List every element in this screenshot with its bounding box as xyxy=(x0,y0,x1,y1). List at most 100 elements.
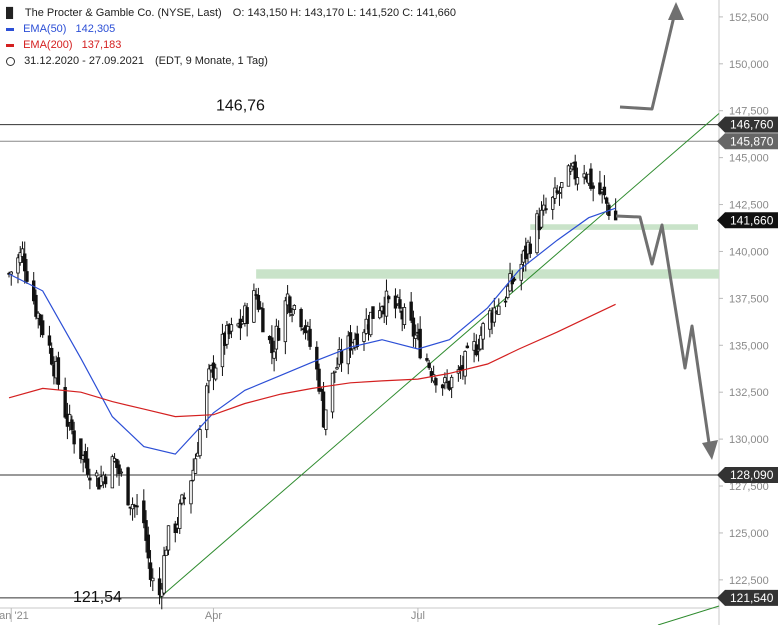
legend-ema200[interactable]: EMA(200) 137,183 xyxy=(6,38,121,52)
legend-range: 31.12.2020 - 27.09.2021 (EDT, 9 Monate, … xyxy=(6,54,268,68)
candle-body xyxy=(229,324,234,332)
candle-body xyxy=(479,334,483,350)
ema200-value: 137,183 xyxy=(81,39,122,51)
y-tick-label: 132,500 xyxy=(729,387,769,399)
candle-body xyxy=(557,192,562,194)
y-tick-label: 145,000 xyxy=(729,153,769,165)
candle-body xyxy=(49,347,54,365)
candle-body xyxy=(551,196,555,210)
level-badge: 128,090 xyxy=(730,468,774,482)
candle-body xyxy=(598,182,602,195)
candle-body xyxy=(575,177,580,185)
candle-body xyxy=(362,331,366,342)
support-zones xyxy=(256,224,719,279)
secondary-trend-line xyxy=(657,605,720,625)
candle-body xyxy=(151,577,155,582)
candle-body xyxy=(270,337,274,354)
candle-body xyxy=(142,500,146,524)
candle-body xyxy=(79,438,83,460)
candle-body xyxy=(198,429,202,457)
candle-body xyxy=(560,182,564,189)
bearish-scenario-arrow xyxy=(615,214,712,451)
price-candles xyxy=(7,154,618,610)
candle-body xyxy=(34,294,38,317)
level-badge: 146,760 xyxy=(730,118,774,132)
ema50-swatch xyxy=(6,27,14,31)
candle-body xyxy=(465,345,470,349)
candle-body xyxy=(418,328,422,359)
candle-body xyxy=(25,271,29,282)
support-zone-upper xyxy=(256,269,719,279)
legend-ema50[interactable]: EMA(50) 142,305 xyxy=(6,22,115,36)
candle-body xyxy=(413,334,418,339)
ema50-value: 142,305 xyxy=(75,23,116,35)
candle-body xyxy=(189,480,193,505)
candle-body xyxy=(411,317,416,337)
candle-body xyxy=(449,376,454,389)
y-tick-label: 152,500 xyxy=(729,12,769,24)
candle-body xyxy=(330,372,335,413)
candle-body xyxy=(387,296,391,300)
price-badges: 146,760 145,870 128,090 121,540 141,660 xyxy=(717,116,778,606)
candle-body xyxy=(544,208,548,211)
ema200-swatch xyxy=(6,43,14,47)
candle-body xyxy=(276,327,281,341)
candle-body xyxy=(317,368,321,392)
candle-body xyxy=(333,370,337,373)
candle-body xyxy=(117,464,121,475)
y-tick-label: 137,500 xyxy=(729,293,769,305)
candle-body xyxy=(553,187,557,199)
x-tick-label: Jul xyxy=(411,610,425,622)
ema200-line xyxy=(8,303,616,418)
candle-body xyxy=(398,299,402,309)
candle-body xyxy=(425,358,429,361)
candle-body xyxy=(193,458,198,474)
candle-body xyxy=(70,419,74,431)
candle-body xyxy=(148,562,153,580)
candle-body xyxy=(94,472,99,477)
candle-body xyxy=(83,451,88,463)
candle-body xyxy=(339,350,344,364)
y-tick-label: 150,000 xyxy=(729,59,769,71)
candle-body xyxy=(402,307,407,326)
candle-body xyxy=(272,351,276,359)
candle-body xyxy=(56,357,61,385)
candle-body xyxy=(47,335,52,346)
bullish-arrowhead xyxy=(668,2,684,20)
last-price-badge-bg xyxy=(717,212,778,229)
candle-body xyxy=(258,307,263,310)
x-tick-label: Apr xyxy=(205,610,222,622)
candle-body xyxy=(207,368,211,382)
x-axis-ticks: Jan '21 Apr Jul xyxy=(0,608,425,622)
candle-body xyxy=(528,243,532,254)
clock-icon xyxy=(6,56,15,66)
candle-body xyxy=(115,458,119,468)
candle-body xyxy=(63,386,67,418)
ema50-label: EMA(50) xyxy=(23,23,67,35)
candle-body xyxy=(283,300,288,343)
candle-body xyxy=(443,377,447,384)
forecast-arrows xyxy=(615,2,718,460)
candle-body xyxy=(32,280,36,302)
low-annotation: 121,54 xyxy=(73,589,122,606)
uptrend-line xyxy=(159,113,720,599)
candle-body xyxy=(506,285,510,298)
y-tick-label: 125,000 xyxy=(729,528,769,540)
last-price-badge: 141,660 xyxy=(730,213,774,227)
candle-body xyxy=(23,253,27,272)
candle-body xyxy=(191,469,195,481)
candle-body xyxy=(602,186,607,196)
candle-body xyxy=(110,456,115,489)
candle-body xyxy=(371,306,375,319)
candle-body xyxy=(225,324,229,345)
candle-body xyxy=(205,385,209,431)
candle-body xyxy=(440,384,445,389)
moving-averages xyxy=(8,207,616,455)
y-tick-label: 147,500 xyxy=(729,106,769,118)
candle-body xyxy=(18,252,22,264)
level-badge-bg xyxy=(717,589,778,606)
y-tick-label: 122,500 xyxy=(729,575,769,587)
level-badge-bg xyxy=(717,133,778,150)
candle-body xyxy=(591,185,595,189)
